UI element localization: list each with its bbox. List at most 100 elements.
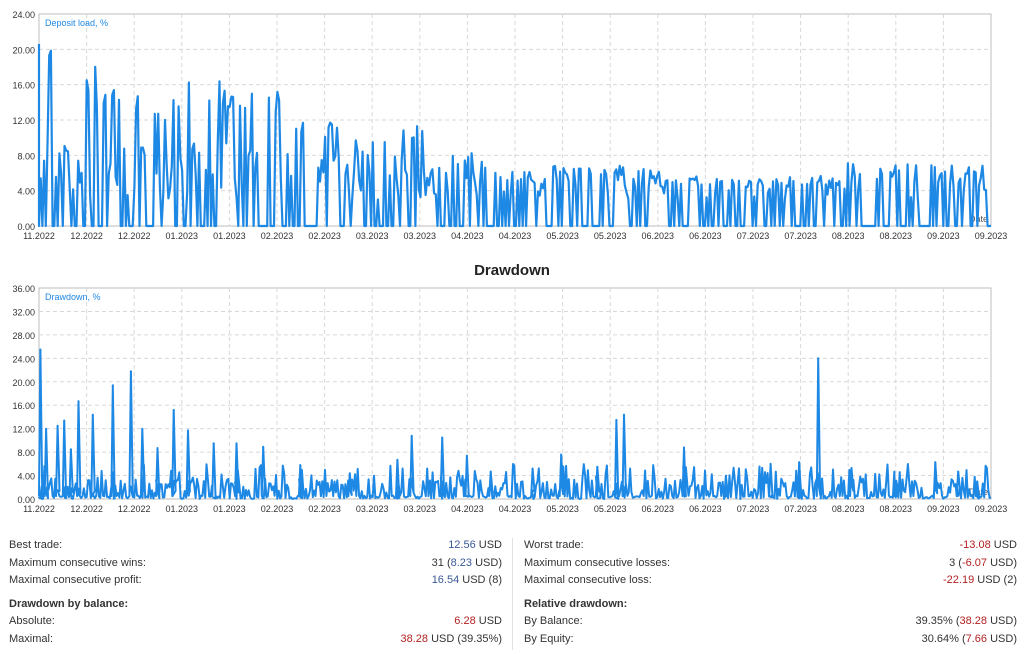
stat-number: 16.54 <box>431 574 460 586</box>
stat-value-prefix: 30.64% ( <box>921 632 966 645</box>
dd-xtick-label: 06.2023 <box>689 504 722 514</box>
deposit-load-series <box>37 44 991 228</box>
load-xtick-label: 09.2023 <box>927 231 960 241</box>
stats-left-panel: Best trade: 12.56 USD Maximum consecutive … <box>9 537 502 648</box>
drawdown-by-balance-heading: Drawdown by balance: <box>9 597 129 610</box>
stat-value-suffix: USD (39.35%) <box>428 632 502 645</box>
stat-number: -13.08 <box>959 539 991 551</box>
stat-number: 38.28 <box>400 632 429 645</box>
dd-xtick-label: 03.2023 <box>356 504 389 514</box>
stat-value: 3 (-6.07 USD) <box>949 555 1017 573</box>
dd-xtick-label: 09.2023 <box>927 504 960 514</box>
load-xtick-label: 12.2022 <box>70 231 103 241</box>
dd-ytick-label: 24.00 <box>12 354 35 364</box>
dd-xtick-label: 08.2023 <box>832 504 865 514</box>
dd-xtick-label: 08.2023 <box>880 504 913 514</box>
stat-label: Maximum consecutive wins: <box>9 556 146 569</box>
load-xtick-label: 07.2023 <box>784 231 817 241</box>
stat-number: 12.56 <box>448 539 476 551</box>
stat-value: 38.28 USD (39.35%) <box>400 631 502 649</box>
load-ytick-label: 16.00 <box>12 81 35 91</box>
load-ytick-label: 20.00 <box>12 45 35 55</box>
stat-value-prefix: 39.35% ( <box>915 615 960 627</box>
load-xtick-label: 01.2023 <box>166 231 199 241</box>
dd-legend: Drawdown, % <box>45 292 101 302</box>
load-xtick-label: 06.2023 <box>642 231 675 241</box>
load-xtick-label: 09.2023 <box>975 231 1008 241</box>
stat-row: Maximal: 38.28 USD (39.35%) <box>9 631 502 649</box>
stat-number: 8.23 <box>450 556 473 569</box>
stat-value-suffix: USD) <box>987 615 1017 627</box>
stat-label: Worst trade: <box>524 539 584 551</box>
stat-number: 6.28 <box>454 615 476 627</box>
stats-divider <box>512 538 513 650</box>
dd-xtick-label: 05.2023 <box>594 504 627 514</box>
dd-xtick-label: 07.2023 <box>784 504 817 514</box>
dd-ytick-label: 16.00 <box>12 401 35 411</box>
load-xtick-label: 12.2022 <box>118 231 151 241</box>
dd-xtick-label: 05.2023 <box>546 504 579 514</box>
dd-xtick-label: 12.2022 <box>70 504 103 514</box>
dd-xtick-label: 12.2022 <box>118 504 151 514</box>
stat-value: 6.28 USD <box>454 613 502 631</box>
stat-number: -6.07 <box>961 556 988 569</box>
stat-number: -22.19 <box>943 574 975 586</box>
stat-label: Maximum consecutive losses: <box>524 556 671 569</box>
load-xtick-label: 05.2023 <box>546 231 579 241</box>
load-xtick-label: 02.2023 <box>261 231 294 241</box>
stat-value: 30.64% (7.66 USD) <box>922 631 1017 649</box>
relative-drawdown-heading: Relative drawdown: <box>524 597 628 610</box>
stat-label: Maximal: <box>9 632 54 645</box>
stat-value: 31 (8.23 USD) <box>432 555 502 573</box>
dd-ytick-label: 32.00 <box>12 307 35 317</box>
load-xtick-label: 01.2023 <box>213 231 246 241</box>
load-ytick-label: 12.00 <box>12 116 35 126</box>
load-ytick-label: 24.00 <box>12 10 35 20</box>
stat-value: 39.35% (38.28 USD) <box>915 613 1017 631</box>
dd-xtick-label: 01.2023 <box>213 504 246 514</box>
load-xtick-label: 08.2023 <box>880 231 913 241</box>
dd-xtick-label: 06.2023 <box>642 504 675 514</box>
stat-value-suffix: USD <box>475 615 502 627</box>
dd-xtick-label: 07.2023 <box>737 504 770 514</box>
stats-right-panel: Worst trade: -13.08 USD Maximum consecutiv… <box>524 537 1017 648</box>
load-ytick-label: 0.00 <box>17 222 35 232</box>
stat-row: By Equity: 30.64% (7.66 USD) <box>524 631 1017 649</box>
stat-value-suffix: USD) <box>987 556 1017 569</box>
stat-value-suffix: USD) <box>987 632 1017 645</box>
load-xtick-label: 05.2023 <box>594 231 627 241</box>
dd-xtick-label: 02.2023 <box>308 504 341 514</box>
load-xtick-label: 06.2023 <box>689 231 722 241</box>
stat-label: Maximal consecutive loss: <box>524 574 652 586</box>
stat-value: -22.19 USD (2) <box>943 572 1017 590</box>
stat-label: By Equity: <box>524 632 574 645</box>
drawdown-series <box>38 348 992 500</box>
dd-xtick-label: 01.2023 <box>166 504 199 514</box>
dd-xtick-label: 03.2023 <box>404 504 437 514</box>
load-ytick-label: 4.00 <box>17 187 35 197</box>
dd-ytick-label: 8.00 <box>17 448 35 458</box>
stat-row: By Balance: 39.35% (38.28 USD) <box>524 613 1017 631</box>
dd-xtick-label: 04.2023 <box>499 504 532 514</box>
dd-ytick-label: 12.00 <box>12 425 35 435</box>
dd-xtick-label: 02.2023 <box>261 504 294 514</box>
stat-row: Maximal consecutive profit: 16.54 USD (8) <box>9 572 502 590</box>
load-ytick-label: 8.00 <box>17 151 35 161</box>
stat-row: Maximum consecutive wins: 31 (8.23 USD) <box>9 555 502 573</box>
load-legend: Deposit load, % <box>45 18 108 28</box>
stat-value-suffix: USD (2) <box>974 574 1017 586</box>
stat-label: By Balance: <box>524 615 583 627</box>
stat-label: Best trade: <box>9 539 63 551</box>
stat-label: Absolute: <box>9 615 55 627</box>
stat-value-suffix: USD <box>475 539 502 551</box>
stat-value-suffix: USD (8) <box>459 574 502 586</box>
load-xtick-label: 04.2023 <box>499 231 532 241</box>
dd-xtick-label: 11.2022 <box>23 504 55 514</box>
drawdown-title: Drawdown <box>474 262 550 279</box>
load-xtick-label: 03.2023 <box>356 231 389 241</box>
dd-xtick-label: 04.2023 <box>451 504 484 514</box>
load-xtick-label: 08.2023 <box>832 231 865 241</box>
stat-value-suffix: USD) <box>472 556 502 569</box>
load-xtick-label: 04.2023 <box>451 231 484 241</box>
deposit-load-chart: 0.00 4.00 8.00 12.00 16.00 20.00 24.00 11.2022 1… <box>12 10 1008 241</box>
